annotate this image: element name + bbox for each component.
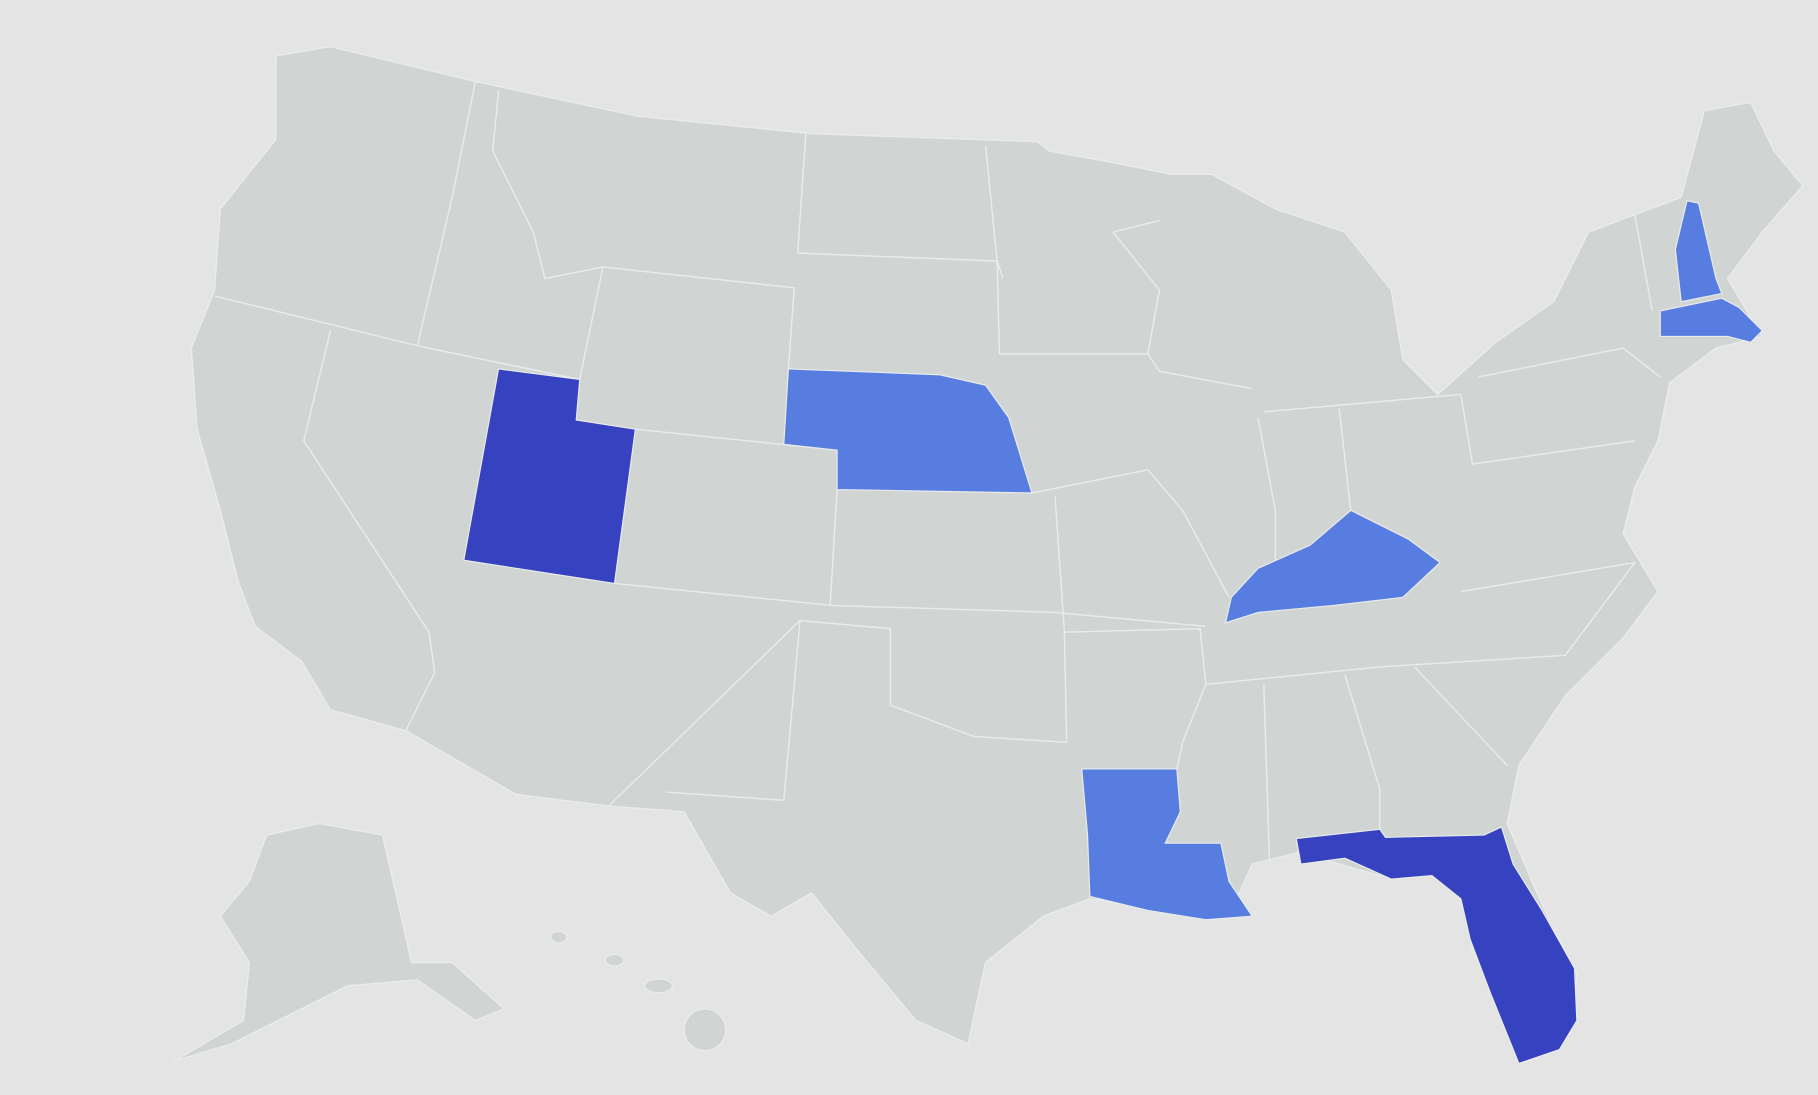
hawaii-island [604, 953, 625, 967]
state-border [1205, 561, 1636, 686]
louisiana [1081, 768, 1254, 921]
state-border [666, 620, 801, 801]
alaska [173, 822, 506, 1062]
hawaii-island [683, 1008, 727, 1052]
state-border [303, 330, 436, 732]
nebraska [783, 368, 1033, 494]
state-border [1263, 393, 1635, 465]
continental-us [190, 45, 1804, 1062]
new-hampshire [1674, 200, 1723, 303]
massachusetts [1659, 297, 1764, 343]
state-border [608, 619, 1067, 807]
state-border [1054, 496, 1068, 743]
florida [1295, 826, 1578, 1065]
state-border [492, 90, 604, 380]
state-border [829, 489, 838, 606]
state-border [1634, 214, 1653, 312]
hawaii-island [643, 978, 674, 994]
state-border [1414, 666, 1508, 766]
state-border [416, 81, 477, 346]
hawaii-island [550, 930, 568, 944]
kentucky [1224, 509, 1441, 624]
state-border [1338, 408, 1352, 511]
state-border [1112, 219, 1161, 354]
hawaii [550, 930, 727, 1052]
state-border [1344, 674, 1381, 830]
state-border [984, 145, 1253, 390]
state-border [1263, 684, 1271, 865]
state-border [614, 582, 1206, 628]
state-border [1478, 347, 1661, 378]
state-border [602, 266, 795, 369]
state-border [1031, 469, 1230, 598]
utah [463, 368, 637, 585]
state-border [796, 133, 1004, 279]
